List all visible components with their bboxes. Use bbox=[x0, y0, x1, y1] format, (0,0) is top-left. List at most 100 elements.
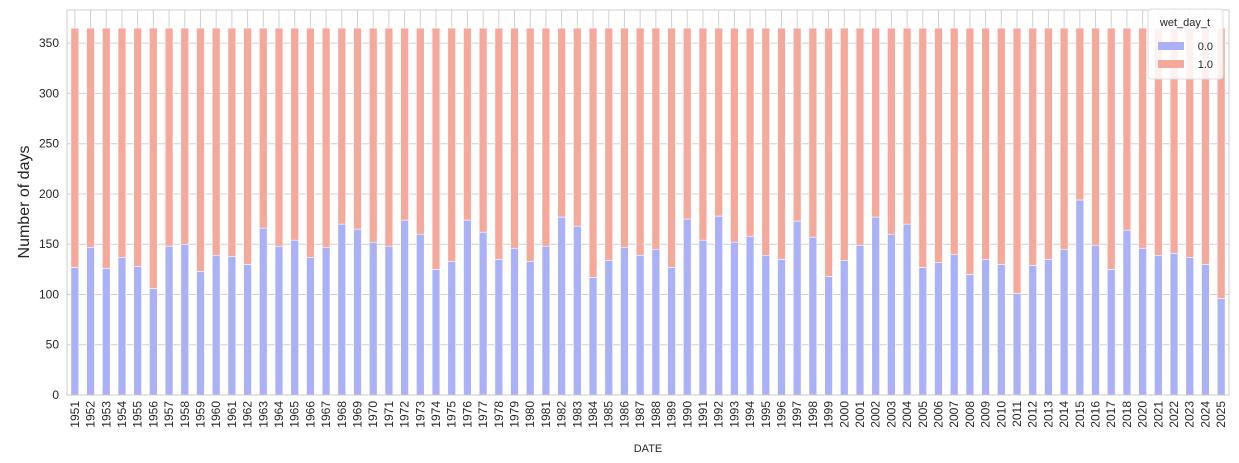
x-tick-label: 1969 bbox=[351, 401, 365, 428]
bar-segment-1 bbox=[792, 27, 802, 222]
bar-segment-1 bbox=[965, 27, 975, 275]
x-tick-label: 1978 bbox=[492, 401, 506, 428]
x-tick-label: 1988 bbox=[649, 401, 663, 428]
x-tick-label: 2022 bbox=[1167, 401, 1181, 428]
bar-segment-0 bbox=[683, 218, 692, 396]
bar-segment-0 bbox=[211, 254, 221, 396]
x-tick-label: 1974 bbox=[429, 401, 443, 428]
x-tick-label: 1952 bbox=[84, 401, 98, 428]
x-axis-ticks: 1951 1952 1953 1954 1955 1956 1957 1958 1959 1960… bbox=[68, 401, 1228, 428]
bar-segment-1 bbox=[871, 27, 880, 218]
bar-segment-0 bbox=[400, 219, 409, 396]
bar-segment-0 bbox=[1044, 258, 1053, 396]
bar-segment-1 bbox=[761, 27, 770, 256]
bar-segment-1 bbox=[1091, 27, 1100, 246]
legend-swatch-1 bbox=[1158, 60, 1184, 68]
bar-segment-1 bbox=[196, 27, 205, 272]
bar-segment-0 bbox=[494, 258, 504, 396]
bar-segment-0 bbox=[86, 246, 95, 396]
bar-segment-1 bbox=[730, 27, 739, 243]
y-tick-label: 200 bbox=[39, 187, 59, 201]
bar-segment-0 bbox=[196, 271, 205, 396]
x-tick-label: 1993 bbox=[727, 401, 741, 428]
bar-segment-0 bbox=[934, 262, 943, 396]
legend-swatch-0 bbox=[1158, 42, 1184, 50]
x-tick-label: 2004 bbox=[900, 401, 914, 428]
bar-segment-1 bbox=[86, 27, 95, 248]
bar-segment-1 bbox=[164, 27, 174, 247]
x-tick-label: 1997 bbox=[790, 401, 804, 428]
bar-segment-0 bbox=[274, 245, 284, 396]
bar-segment-1 bbox=[824, 27, 833, 277]
bar-segment-0 bbox=[824, 276, 833, 396]
bar-segment-0 bbox=[855, 244, 865, 396]
x-tick-label: 1958 bbox=[178, 401, 192, 428]
bar-segment-1 bbox=[211, 27, 221, 256]
x-tick-label: 2018 bbox=[1120, 401, 1134, 428]
x-tick-label: 2024 bbox=[1198, 401, 1212, 428]
bar-segment-0 bbox=[1107, 269, 1116, 396]
bar-segment-0 bbox=[887, 233, 896, 396]
bar-segment-1 bbox=[808, 27, 818, 238]
bar-segment-0 bbox=[1012, 293, 1022, 396]
x-tick-label: 1965 bbox=[288, 401, 302, 428]
bar-segment-1 bbox=[478, 27, 488, 233]
x-tick-label: 1957 bbox=[162, 401, 176, 428]
y-tick-label: 0 bbox=[52, 388, 59, 402]
x-tick-label: 2006 bbox=[932, 401, 946, 428]
bar-segment-0 bbox=[997, 264, 1006, 396]
x-tick-label: 2025 bbox=[1214, 401, 1228, 428]
x-tick-label: 1968 bbox=[335, 401, 349, 428]
x-tick-label: 1959 bbox=[193, 401, 207, 428]
x-tick-label: 1982 bbox=[555, 401, 569, 428]
bar-segment-0 bbox=[1154, 254, 1163, 396]
bar-segment-1 bbox=[526, 27, 535, 262]
y-tick-label: 150 bbox=[39, 237, 59, 251]
bar-segment-1 bbox=[133, 27, 142, 267]
bar-segment-0 bbox=[871, 216, 880, 396]
bar-segment-0 bbox=[792, 220, 802, 396]
x-tick-label: 2016 bbox=[1089, 401, 1103, 428]
bar-segment-0 bbox=[1122, 229, 1132, 396]
x-tick-label: 1953 bbox=[99, 401, 113, 428]
bar-segment-0 bbox=[635, 254, 645, 396]
bar-segment-0 bbox=[259, 227, 268, 396]
bar-segment-1 bbox=[918, 27, 928, 268]
bar-segment-1 bbox=[1044, 27, 1053, 260]
bar-segment-0 bbox=[588, 277, 598, 396]
bar-segment-0 bbox=[1185, 256, 1194, 396]
x-tick-label: 1979 bbox=[508, 401, 522, 428]
bar-segment-1 bbox=[934, 27, 943, 263]
x-tick-label: 1961 bbox=[225, 401, 239, 428]
bar-segment-0 bbox=[384, 245, 394, 396]
x-tick-label: 2007 bbox=[947, 401, 961, 428]
bar-segment-1 bbox=[494, 27, 504, 260]
bar-segment-0 bbox=[604, 260, 613, 396]
x-tick-label: 2003 bbox=[884, 401, 898, 428]
bar-segment-1 bbox=[102, 27, 111, 269]
x-tick-label: 1986 bbox=[617, 401, 631, 428]
bar-segment-0 bbox=[431, 269, 441, 396]
bar-segment-0 bbox=[321, 246, 331, 396]
bar-segment-0 bbox=[840, 260, 849, 396]
bar-segment-0 bbox=[777, 258, 786, 396]
x-tick-label: 2011 bbox=[1010, 401, 1024, 427]
y-tick-label: 250 bbox=[39, 137, 59, 151]
bar-segment-0 bbox=[227, 255, 237, 396]
x-tick-label: 1970 bbox=[366, 401, 380, 428]
x-tick-label: 1994 bbox=[743, 401, 757, 428]
bar-segment-0 bbox=[667, 267, 676, 396]
bar-segment-1 bbox=[243, 27, 252, 265]
bar-segment-1 bbox=[290, 27, 299, 241]
bar-segment-1 bbox=[274, 27, 284, 247]
x-tick-label: 2009 bbox=[979, 401, 993, 428]
x-tick-label: 1992 bbox=[712, 401, 726, 428]
x-tick-label: 2000 bbox=[837, 401, 851, 428]
x-tick-label: 1973 bbox=[413, 401, 427, 428]
bar-segment-1 bbox=[1075, 27, 1085, 201]
x-tick-label: 1955 bbox=[131, 401, 145, 428]
x-axis-label: DATE bbox=[634, 443, 663, 455]
bar-segment-0 bbox=[447, 261, 456, 396]
x-tick-label: 1983 bbox=[570, 401, 584, 428]
